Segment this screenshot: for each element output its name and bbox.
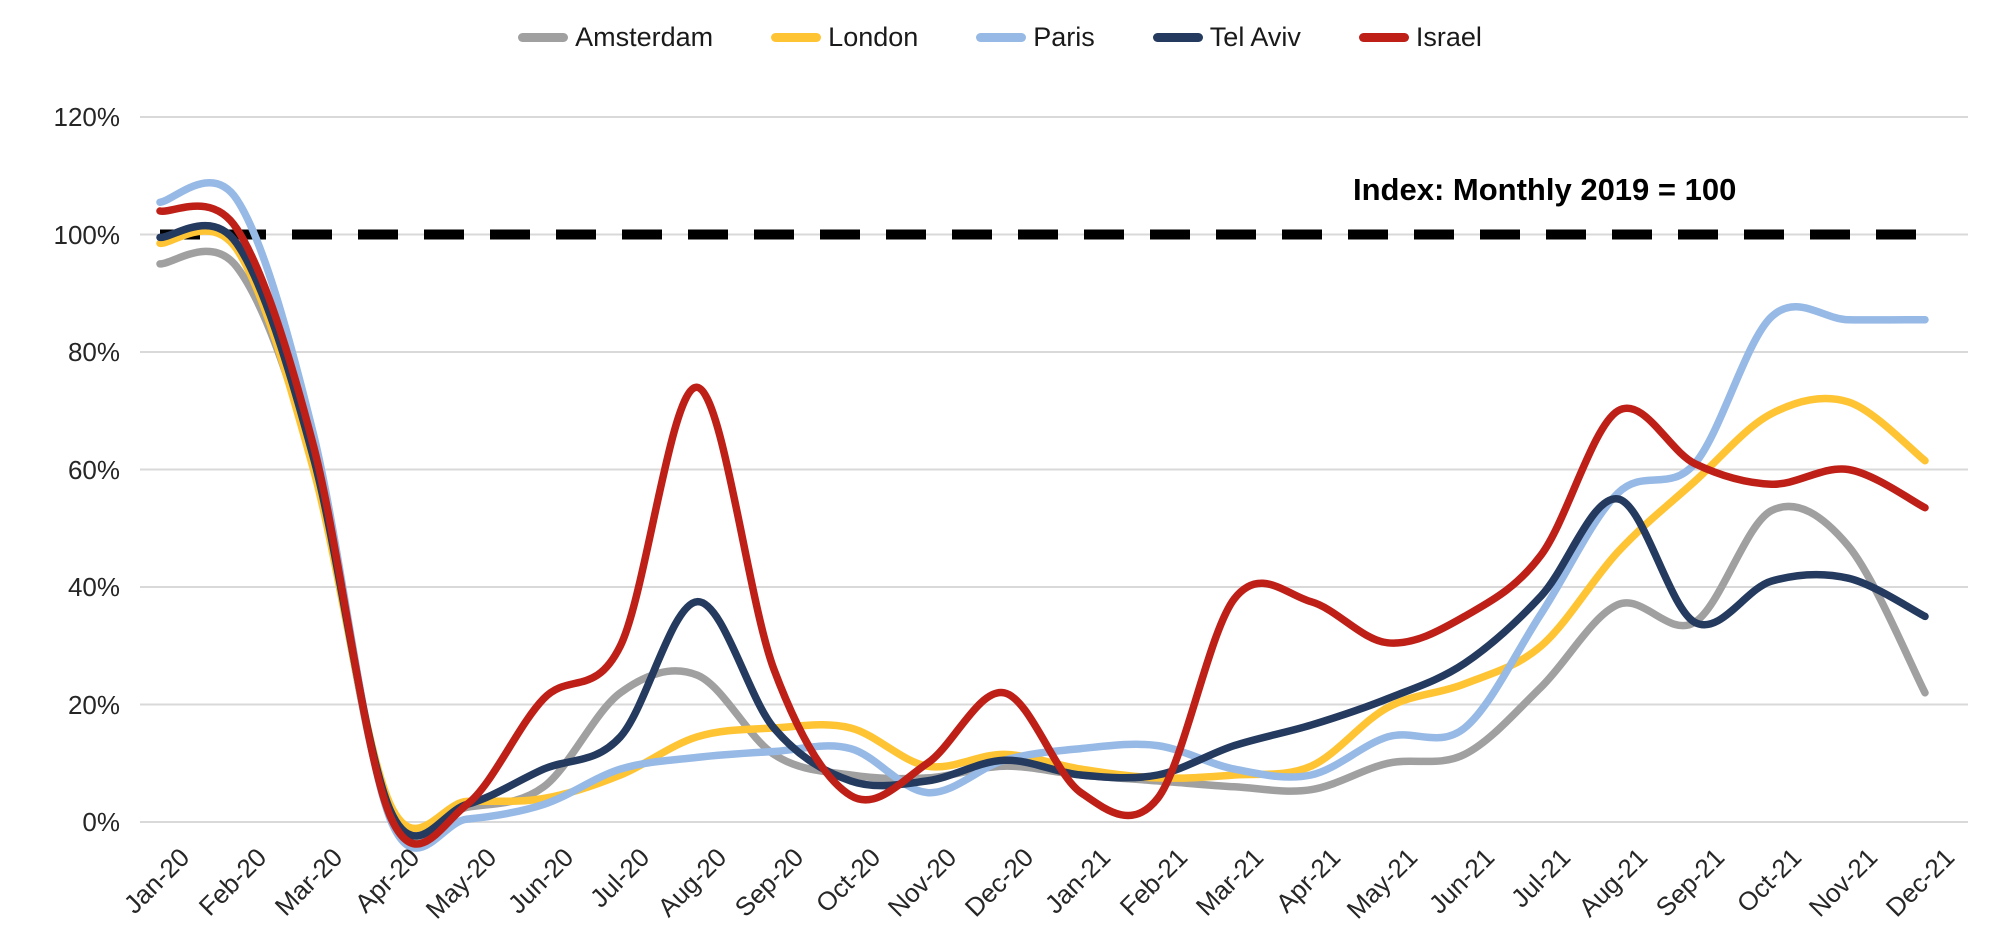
chart-legend: Amsterdam London Paris Tel Aviv Israel xyxy=(0,22,2000,53)
legend-item-london: London xyxy=(771,22,918,53)
y-axis-label: 0% xyxy=(82,807,120,837)
legend-item-amsterdam: Amsterdam xyxy=(518,22,713,53)
legend-color-swatch-icon xyxy=(1358,33,1409,42)
legend-label: London xyxy=(828,22,919,52)
series-line-israel xyxy=(156,202,1929,848)
legend-color-swatch-icon xyxy=(518,33,569,42)
legend-color-swatch-icon xyxy=(771,33,822,42)
index-annotation: Index: Monthly 2019 = 100 xyxy=(1353,172,1737,207)
legend-label: Amsterdam xyxy=(575,22,714,52)
legend-label: Israel xyxy=(1415,22,1482,52)
y-axis-label: 20% xyxy=(67,689,120,720)
legend-item-israel: Israel xyxy=(1358,22,1482,53)
series-lines xyxy=(156,179,1929,852)
y-axis-label: 100% xyxy=(53,219,121,250)
y-axis-label: 40% xyxy=(67,572,120,602)
legend-item-paris: Paris xyxy=(976,22,1095,53)
y-axis-label: 120% xyxy=(53,102,121,132)
y-axis-label: 80% xyxy=(67,337,120,367)
legend-item-tel-aviv: Tel Aviv xyxy=(1152,22,1301,53)
legend-label: Paris xyxy=(1033,22,1095,52)
y-axis-label: 60% xyxy=(67,454,120,485)
legend-color-swatch-icon xyxy=(1152,33,1203,42)
legend-color-swatch-icon xyxy=(976,33,1027,42)
legend-label: Tel Aviv xyxy=(1209,22,1301,52)
